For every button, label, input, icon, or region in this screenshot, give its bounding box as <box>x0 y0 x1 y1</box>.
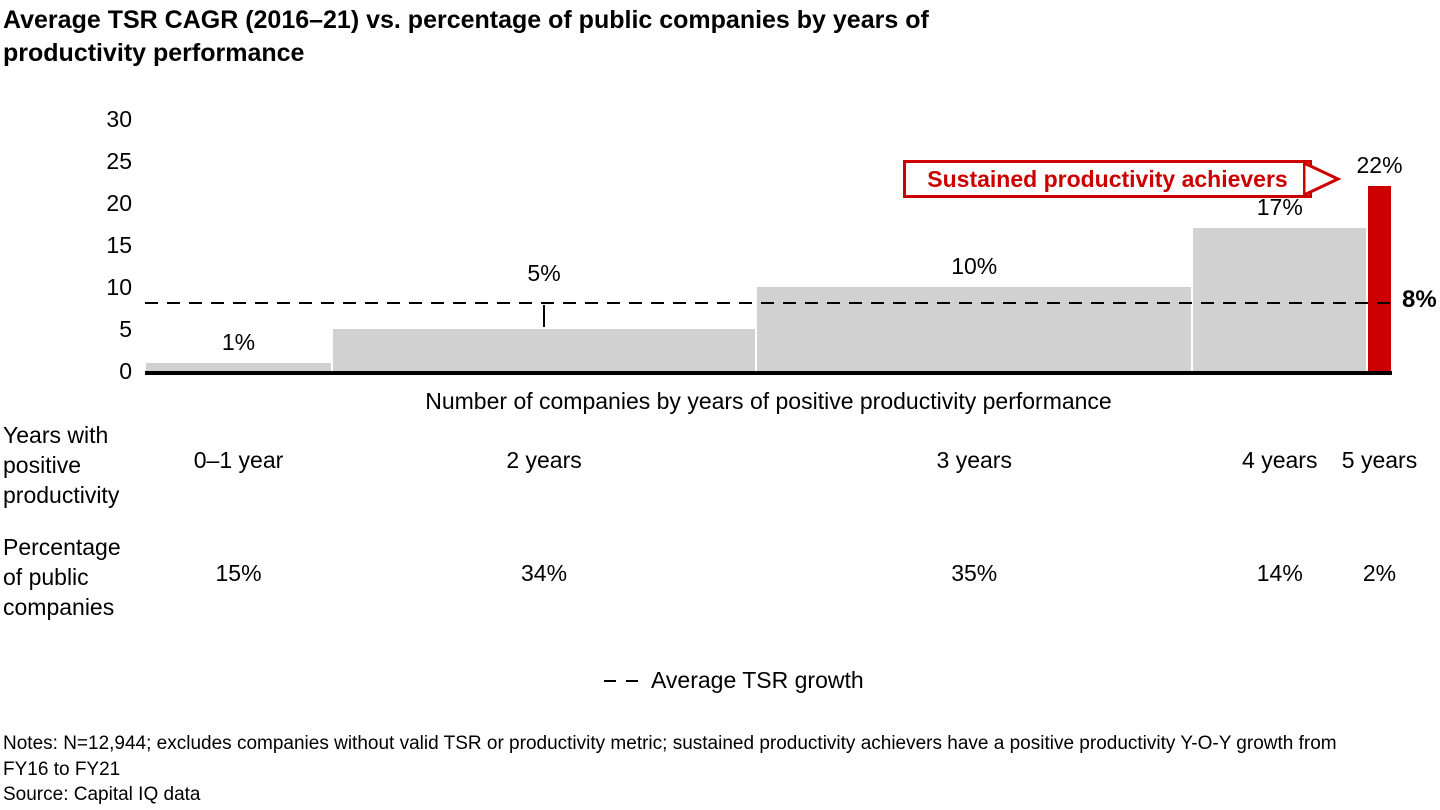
y-tick-20: 20 <box>106 190 132 216</box>
reference-dashed-line <box>145 301 1397 305</box>
row-label-years: Years with positive productivity <box>3 422 120 508</box>
highlight-callout-label: Sustained productivity achievers <box>927 165 1288 192</box>
y-tick-0: 0 <box>119 358 132 384</box>
bar-value-label: 5% <box>527 260 561 286</box>
width-percentage-label: 2% <box>1362 560 1397 586</box>
footnotes: Notes: N=12,944; excludes companies with… <box>3 731 1337 808</box>
y-tick-30: 30 <box>106 106 132 132</box>
category-label: 0–1 year <box>193 447 284 473</box>
category-label: 3 years <box>936 447 1012 473</box>
width-percentage-label: 15% <box>215 560 262 586</box>
bar-3 years <box>757 287 1192 371</box>
label-leader-line <box>543 305 546 327</box>
source: Source: Capital IQ data <box>3 784 201 805</box>
row-label-percentage: Percentage of public companies <box>3 534 121 620</box>
notes-line-2: FY16 to FY21 <box>3 758 121 780</box>
notes-line-1: Notes: N=12,944; excludes companies with… <box>3 733 1337 754</box>
highlight-callout: Sustained productivity achievers <box>903 160 1312 198</box>
y-tick-5: 5 <box>119 316 132 342</box>
bar-0–1 year <box>146 362 332 371</box>
bar-4 years <box>1193 228 1367 371</box>
y-tick-10: 10 <box>106 274 132 300</box>
reference-line-label: 8% <box>1402 286 1437 313</box>
legend-label: Average TSR growth <box>651 667 864 693</box>
bar-value-label: 17% <box>1256 194 1303 221</box>
width-percentage-label: 14% <box>1256 560 1303 586</box>
bar-5 years <box>1368 186 1391 371</box>
category-label: 4 years <box>1242 447 1318 473</box>
width-percentage-label: 34% <box>521 560 568 586</box>
dashed-line-icon <box>604 679 638 683</box>
legend: Average TSR growth <box>604 666 864 694</box>
bar-value-label: 1% <box>221 328 256 355</box>
chart-title: Average TSR CAGR (2016–21) vs. percentag… <box>3 6 929 67</box>
callout-arrow-icon <box>1303 160 1342 198</box>
y-tick-15: 15 <box>106 232 132 258</box>
y-tick-25: 25 <box>106 148 132 174</box>
x-axis-title: Number of companies by years of positive… <box>425 388 1112 414</box>
width-percentage-label: 35% <box>951 560 998 586</box>
bar-value-label: 22% <box>1356 152 1403 179</box>
bar-value-label: 10% <box>951 253 998 279</box>
category-label: 5 years <box>1341 447 1418 473</box>
bar-2 years <box>333 329 756 371</box>
category-label: 2 years <box>506 447 582 473</box>
x-axis-line <box>145 371 1392 375</box>
